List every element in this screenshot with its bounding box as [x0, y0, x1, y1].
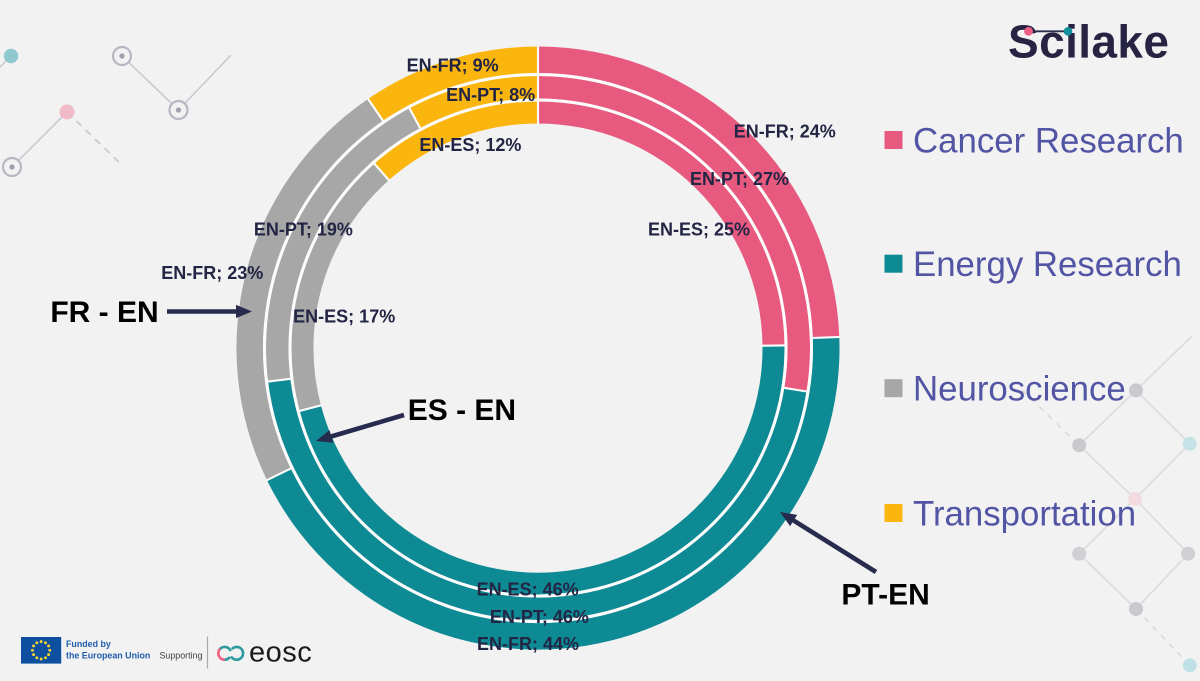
svg-text:ES - EN: ES - EN — [408, 394, 516, 427]
svg-text:eosc: eosc — [249, 637, 312, 669]
svg-text:FR - EN: FR - EN — [50, 296, 158, 329]
svg-text:EN-ES; 25%: EN-ES; 25% — [648, 220, 750, 240]
svg-text:Supporting: Supporting — [160, 650, 203, 660]
svg-text:EN-FR; 24%: EN-FR; 24% — [734, 121, 836, 141]
svg-text:Funded by: Funded by — [66, 639, 111, 649]
svg-text:EN-ES; 17%: EN-ES; 17% — [293, 307, 395, 327]
svg-text:EN-PT; 46%: EN-PT; 46% — [490, 607, 589, 627]
svg-text:Transportation: Transportation — [913, 495, 1136, 534]
svg-text:EN-PT; 8%: EN-PT; 8% — [446, 85, 535, 105]
svg-text:the European Union: the European Union — [66, 651, 150, 661]
svg-text:EN-FR; 23%: EN-FR; 23% — [161, 263, 263, 283]
svg-text:Energy Research: Energy Research — [913, 245, 1182, 284]
svg-text:Scilake: Scilake — [1008, 16, 1169, 68]
svg-text:EN-PT; 19%: EN-PT; 19% — [254, 220, 353, 240]
svg-text:EN-FR; 9%: EN-FR; 9% — [407, 55, 499, 75]
svg-text:EN-FR; 44%: EN-FR; 44% — [477, 634, 579, 654]
svg-text:Cancer Research: Cancer Research — [913, 122, 1184, 161]
svg-text:PT-EN: PT-EN — [841, 579, 929, 612]
svg-text:EN-PT; 27%: EN-PT; 27% — [690, 169, 789, 189]
svg-text:EN-ES; 46%: EN-ES; 46% — [477, 580, 579, 600]
svg-text:Neuroscience: Neuroscience — [913, 370, 1126, 409]
svg-text:EN-ES; 12%: EN-ES; 12% — [419, 135, 521, 155]
